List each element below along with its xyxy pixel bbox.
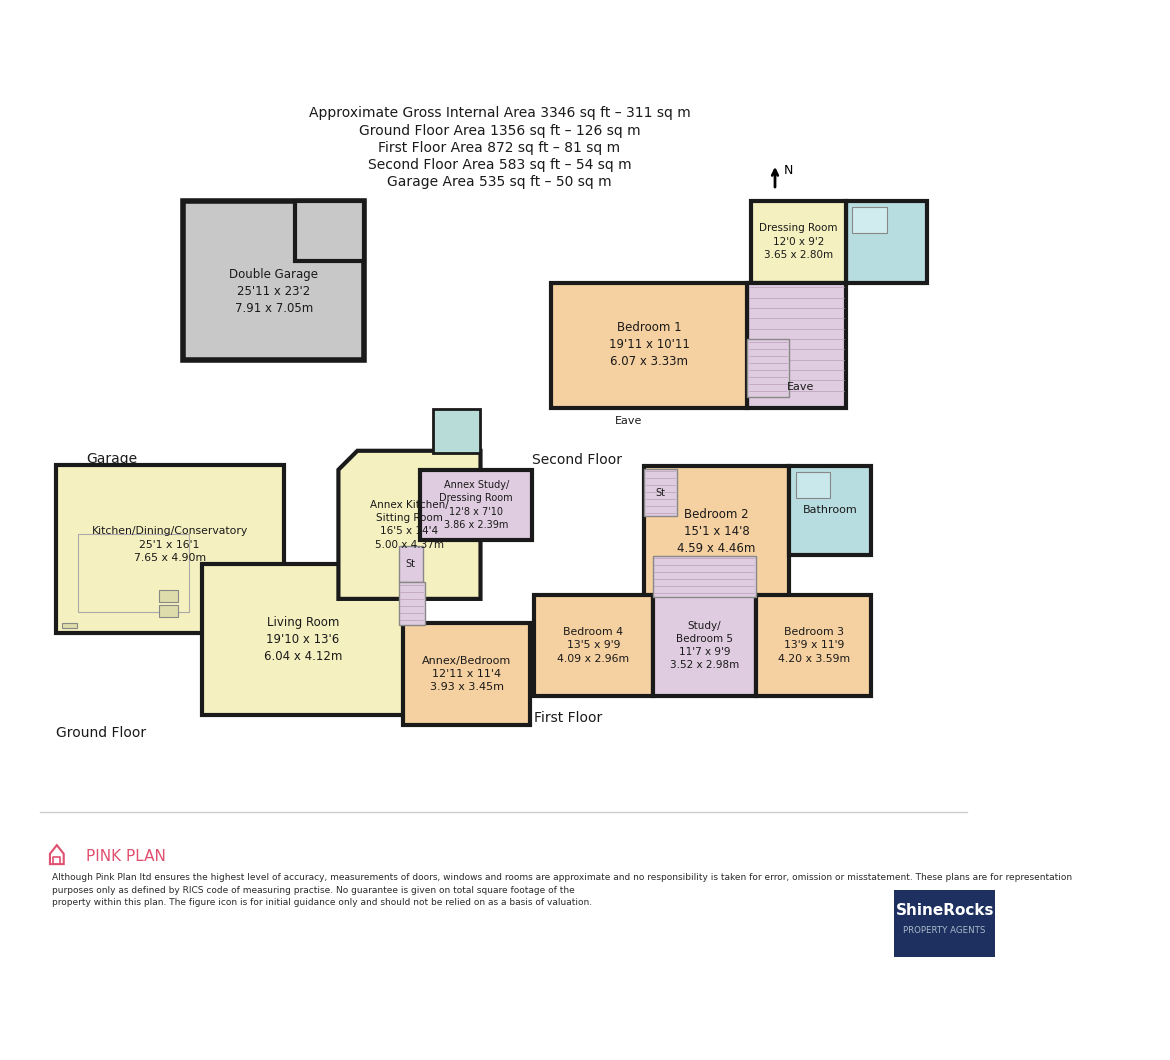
Text: Living Room
19'10 x 13'6
6.04 x 4.12m: Living Room 19'10 x 13'6 6.04 x 4.12m xyxy=(264,616,343,662)
Text: Second Floor Area 583 sq ft – 54 sq m: Second Floor Area 583 sq ft – 54 sq m xyxy=(367,158,632,172)
Text: Although Pink Plan ltd ensures the highest level of accuracy, measurements of do: Although Pink Plan ltd ensures the highe… xyxy=(51,872,1072,907)
Bar xyxy=(748,339,789,398)
Bar xyxy=(399,582,425,624)
Text: Bedroom 1
19'11 x 10'11
6.07 x 3.33m: Bedroom 1 19'11 x 10'11 6.07 x 3.33m xyxy=(608,321,690,369)
Bar xyxy=(402,623,530,725)
Text: Annex Kitchen/
Sitting Room
16'5 x 14'4
5.00 x 4.37m: Annex Kitchen/ Sitting Room 16'5 x 14'4 … xyxy=(370,500,448,550)
Bar xyxy=(756,595,872,696)
Text: Bathroom: Bathroom xyxy=(803,506,858,515)
Text: Double Garage
25'11 x 23'2
7.91 x 7.05m: Double Garage 25'11 x 23'2 7.91 x 7.05m xyxy=(229,268,318,315)
Text: Dressing Room
12'0 x 9'2
3.65 x 2.80m: Dressing Room 12'0 x 9'2 3.65 x 2.80m xyxy=(759,224,838,260)
Bar xyxy=(184,201,364,360)
Text: Approximate Gross Internal Area 3346 sq ft – 311 sq m: Approximate Gross Internal Area 3346 sq … xyxy=(309,106,690,121)
Bar xyxy=(551,283,748,408)
Text: Bedroom 2
15'1 x 14'8
4.59 x 4.46m: Bedroom 2 15'1 x 14'8 4.59 x 4.46m xyxy=(677,508,756,555)
Bar xyxy=(645,466,789,597)
Bar xyxy=(748,283,846,408)
Bar xyxy=(894,890,996,957)
Bar xyxy=(751,201,846,283)
Text: Second Floor: Second Floor xyxy=(532,453,622,466)
Text: Garage: Garage xyxy=(87,453,137,466)
Text: First Floor Area 872 sq ft – 81 sq m: First Floor Area 872 sq ft – 81 sq m xyxy=(378,141,620,155)
Bar xyxy=(159,590,178,602)
Text: Bedroom 3
13'9 x 11'9
4.20 x 3.59m: Bedroom 3 13'9 x 11'9 4.20 x 3.59m xyxy=(778,628,849,664)
Text: Garage Area 535 sq ft – 50 sq m: Garage Area 535 sq ft – 50 sq m xyxy=(387,175,612,190)
Text: Eave: Eave xyxy=(615,417,642,426)
Bar xyxy=(846,201,928,283)
Text: Eave: Eave xyxy=(787,382,814,392)
Text: First Floor: First Floor xyxy=(534,711,603,725)
Text: PROPERTY AGENTS: PROPERTY AGENTS xyxy=(903,926,986,935)
Bar xyxy=(789,466,872,555)
Bar xyxy=(653,595,756,696)
Bar xyxy=(534,595,653,696)
Text: PINK PLAN: PINK PLAN xyxy=(87,849,166,865)
Bar xyxy=(853,207,887,233)
Bar xyxy=(420,470,532,541)
Bar xyxy=(159,605,178,617)
Bar xyxy=(62,623,77,629)
Text: St: St xyxy=(655,488,666,498)
Text: Annex Study/
Dressing Room
12'8 x 7'10
3.86 x 2.39m: Annex Study/ Dressing Room 12'8 x 7'10 3… xyxy=(440,480,512,530)
Bar xyxy=(645,469,676,516)
Text: Ground Floor Area 1356 sq ft – 126 sq m: Ground Floor Area 1356 sq ft – 126 sq m xyxy=(359,124,640,138)
Bar xyxy=(77,534,190,612)
Bar xyxy=(202,564,405,716)
Text: Bedroom 4
13'5 x 9'9
4.09 x 2.96m: Bedroom 4 13'5 x 9'9 4.09 x 2.96m xyxy=(557,628,629,664)
Polygon shape xyxy=(50,845,63,864)
Text: Study/
Bedroom 5
11'7 x 9'9
3.52 x 2.98m: Study/ Bedroom 5 11'7 x 9'9 3.52 x 2.98m xyxy=(669,620,739,670)
Text: St: St xyxy=(406,559,415,568)
Polygon shape xyxy=(338,450,481,599)
Text: Ground Floor: Ground Floor xyxy=(56,726,146,740)
Text: Kitchen/Dining/Conservatory
25'1 x 16'1
7.65 x 4.90m: Kitchen/Dining/Conservatory 25'1 x 16'1 … xyxy=(91,527,248,563)
Bar xyxy=(399,546,422,582)
Text: N: N xyxy=(784,163,793,177)
Text: ShineRocks: ShineRocks xyxy=(895,903,993,918)
Text: Annex/Bedroom
12'11 x 11'4
3.93 x 3.45m: Annex/Bedroom 12'11 x 11'4 3.93 x 3.45m xyxy=(422,655,511,692)
Bar xyxy=(433,409,481,453)
Bar xyxy=(295,201,364,262)
Bar xyxy=(56,465,284,633)
Bar xyxy=(653,555,756,597)
Bar xyxy=(796,473,830,498)
